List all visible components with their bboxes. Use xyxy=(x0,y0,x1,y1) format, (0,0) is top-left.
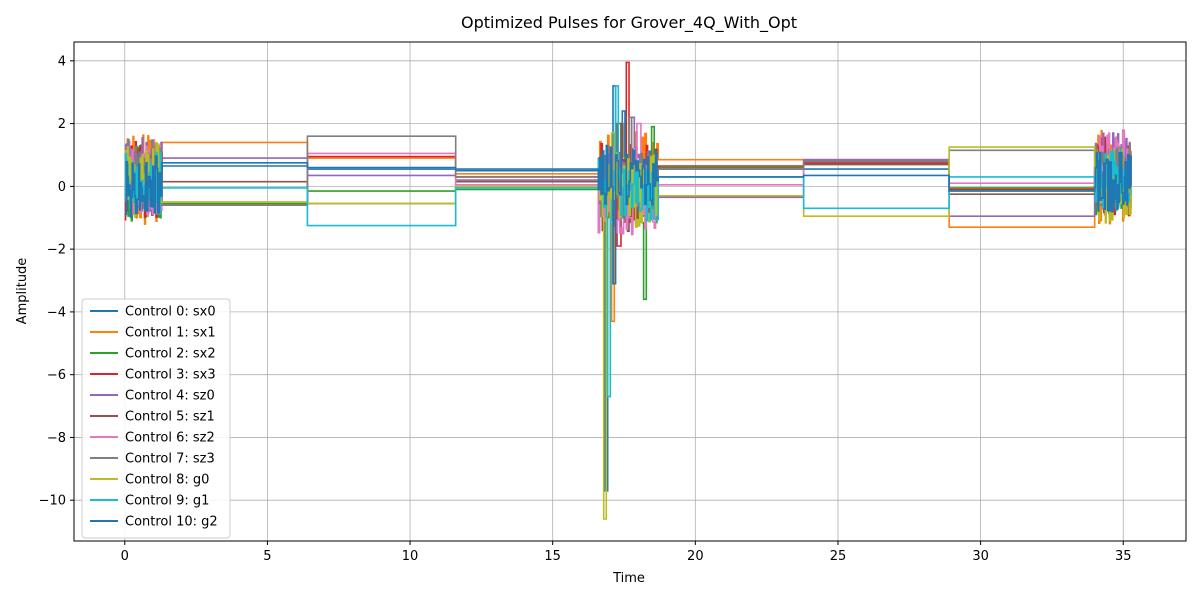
legend-entry: Control 3: sx3 xyxy=(125,368,216,383)
y-tick-label: −6 xyxy=(47,368,66,383)
y-tick-label: −8 xyxy=(47,431,66,446)
legend-entry: Control 2: sx2 xyxy=(125,347,216,362)
x-axis-label: Time xyxy=(612,571,645,586)
x-tick-label: 5 xyxy=(263,549,271,564)
x-tick-label: 30 xyxy=(972,549,989,564)
x-tick-label: 15 xyxy=(544,549,561,564)
legend-entry: Control 0: sx0 xyxy=(125,305,216,320)
legend-box xyxy=(81,298,231,539)
y-axis-label: Amplitude xyxy=(15,258,30,325)
y-tick-label: −2 xyxy=(47,243,66,258)
legend-entry: Control 10: g2 xyxy=(125,515,218,530)
y-tick-label: 2 xyxy=(58,117,66,132)
legend-entry: Control 8: g0 xyxy=(125,473,209,488)
legend-entry: Control 9: g1 xyxy=(125,494,209,509)
chart-title: Optimized Pulses for Grover_4Q_With_Opt xyxy=(461,13,797,33)
legend-entry: Control 6: sz2 xyxy=(125,431,215,446)
x-tick-label: 20 xyxy=(687,549,704,564)
legend-entry: Control 7: sz3 xyxy=(125,452,215,467)
legend: Control 0: sx0 Control 1: sx1 Control 2: s… xyxy=(81,298,231,539)
legend-entry: Control 5: sz1 xyxy=(125,410,215,425)
series-group xyxy=(124,61,1132,520)
series-line-10 xyxy=(124,110,1132,285)
y-tick-label: −10 xyxy=(39,494,66,509)
x-tick-label: 25 xyxy=(830,549,847,564)
y-tick-label: −4 xyxy=(47,305,66,320)
x-tick-label: 35 xyxy=(1115,549,1132,564)
y-tick-label: 4 xyxy=(58,54,66,69)
legend-entry: Control 1: sx1 xyxy=(125,326,216,341)
legend-entry: Control 4: sz0 xyxy=(125,389,215,404)
plot-frame xyxy=(73,41,1187,542)
y-tick-label: 0 xyxy=(58,180,66,195)
x-tick-label: 10 xyxy=(402,549,419,564)
x-tick-label: 0 xyxy=(121,549,129,564)
